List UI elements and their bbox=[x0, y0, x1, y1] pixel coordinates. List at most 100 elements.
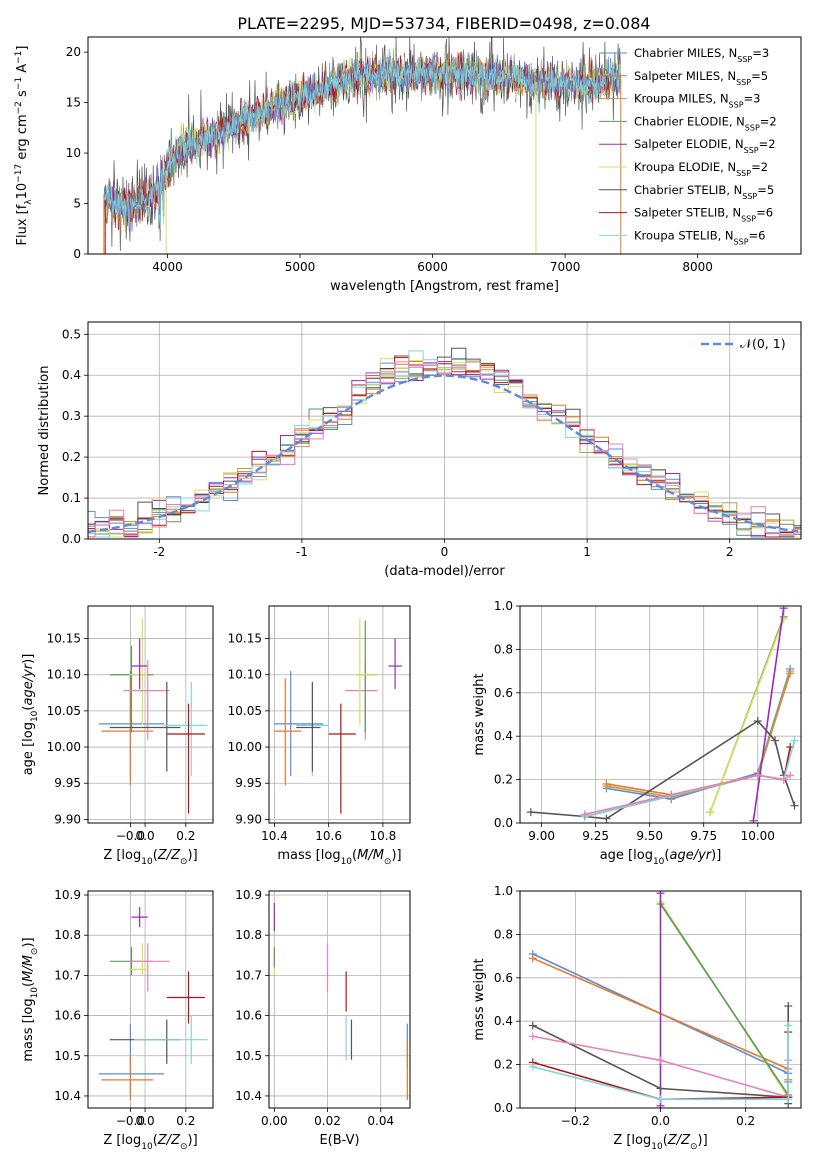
x-tick-label: 9.00 bbox=[528, 829, 555, 843]
x-tick-label: 0.0 bbox=[136, 829, 155, 843]
x-tick-label: −0.0 bbox=[116, 1114, 145, 1128]
y-axis-label: mass [log10(M/M⊙)] bbox=[21, 937, 40, 1061]
y-tick-label: 10.15 bbox=[47, 632, 81, 646]
y-tick-label: 0.2 bbox=[494, 1058, 513, 1072]
error-bar-point bbox=[128, 943, 148, 976]
figure-title: PLATE=2295, MJD=53734, FIBERID=0498, z=0… bbox=[237, 14, 650, 33]
x-tick-label: 10.4 bbox=[261, 829, 288, 843]
x-tick-label: 10.6 bbox=[315, 829, 342, 843]
massweight_vs_age-frame bbox=[519, 605, 802, 824]
y-tick-label: 0.8 bbox=[494, 642, 513, 656]
spectrum-series-kroupa-stelib bbox=[103, 51, 622, 231]
error-bar-point bbox=[166, 971, 205, 1024]
x-tick-label: 4000 bbox=[152, 260, 183, 274]
error-bar-point bbox=[328, 703, 356, 814]
x-tick-label: 8000 bbox=[682, 260, 713, 274]
legend-label: Kroupa STELIB, NSSP=6 bbox=[634, 228, 765, 246]
x-tick-label: −0.2 bbox=[561, 1114, 590, 1128]
error-bar-point bbox=[274, 678, 302, 786]
mass_vs_Z-plot-area bbox=[98, 907, 208, 1100]
error-bar-point bbox=[101, 678, 154, 786]
x-tick-label: 9.50 bbox=[636, 829, 663, 843]
age_vs_Z-plot-area bbox=[98, 618, 208, 814]
x-tick-label: 5000 bbox=[285, 260, 316, 274]
y-tick-label: 10.10 bbox=[47, 668, 81, 682]
y-axis-label: age [log10(age/yr)] bbox=[21, 654, 40, 776]
y-tick-label: 0.4 bbox=[62, 368, 81, 382]
y-tick-label: 10.5 bbox=[54, 1049, 81, 1063]
y-tick-label: 10 bbox=[66, 146, 81, 160]
spectrum-axes: 4000 5000 6000 7000 8000 0 5 10 15 20 wavelength [… bbox=[14, 36, 802, 294]
y-tick-label: 10.8 bbox=[54, 928, 81, 942]
legend-label: Chabrier ELODIE, NSSP=2 bbox=[634, 114, 777, 131]
y-tick-label: 10.5 bbox=[235, 1049, 262, 1063]
age_vs_Z-axes: −0.00.0 0.2 9.90 9.95 10.00 10.05 10.10 10.15 Z … bbox=[21, 605, 214, 867]
y-axis-label: Normed distribution bbox=[37, 366, 52, 496]
massweight_vs_Z-axes: −0.2 0.0 0.2 0.0 0.2 0.4 0.6 0.8 1.0 Z [log10(Z/Z… bbox=[472, 884, 802, 1152]
legend-label: Chabrier STELIB, NSSP=5 bbox=[634, 183, 774, 201]
x-tick-label: 10.8 bbox=[370, 829, 397, 843]
y-tick-label: 10.10 bbox=[228, 668, 262, 682]
x-axis-label: Z [log10(Z/Z⊙)] bbox=[613, 1133, 707, 1152]
y-tick-label: 0.5 bbox=[62, 327, 81, 341]
x-tick-label: 0.0 bbox=[136, 1114, 155, 1128]
y-tick-label: 10.05 bbox=[228, 704, 262, 718]
legend-label: Salpeter ELODIE, NSSP=2 bbox=[634, 137, 776, 155]
error-bar-point bbox=[166, 703, 205, 814]
legend-label: Salpeter MILES, NSSP=5 bbox=[634, 69, 768, 87]
x-tick-label: 10.00 bbox=[741, 829, 775, 843]
y-tick-label: 10.05 bbox=[47, 704, 81, 718]
y-tick-label: 0.6 bbox=[494, 686, 513, 700]
y-axis-label: Flux [fλ10−17 erg cm−2 s−1 A−1] bbox=[14, 46, 34, 246]
mass-weight-series bbox=[749, 606, 788, 823]
x-tick-label: 0.02 bbox=[314, 1114, 341, 1128]
x-tick-label: 7000 bbox=[550, 260, 581, 274]
mass_vs_Z-axes: −0.00.0 0.2 10.4 10.5 10.6 10.7 10.8 10.9 Z [log… bbox=[21, 888, 214, 1152]
y-tick-label: 9.95 bbox=[54, 776, 81, 790]
y-tick-label: 10.7 bbox=[54, 968, 81, 982]
spectrum-plot-area bbox=[103, 37, 622, 254]
mass_vs_EBV-axes: 0.00 0.02 0.04 10.4 10.5 10.6 10.7 10.8 10.9 E(B-… bbox=[235, 888, 411, 1148]
mass-weight-series bbox=[580, 771, 795, 819]
error-bar-point bbox=[134, 1015, 208, 1064]
mass_vs_EBV-plot-area bbox=[273, 903, 408, 1100]
spectrum-legend: Chabrier MILES, NSSP=3 Salpeter MILES, NS… bbox=[599, 46, 777, 246]
y-tick-label: 0.0 bbox=[494, 1101, 513, 1115]
y-tick-label: 10.9 bbox=[235, 888, 262, 902]
residuals-plot-area bbox=[88, 347, 801, 538]
error-bar-point bbox=[101, 1055, 154, 1100]
x-tick-label: 9.25 bbox=[582, 829, 609, 843]
legend-label: 𝒩(0, 1) bbox=[740, 336, 786, 351]
error-bar-point bbox=[131, 638, 148, 690]
x-tick-label: 0.04 bbox=[367, 1114, 394, 1128]
x-tick-label: −0.0 bbox=[116, 829, 145, 843]
x-axis-label: mass [log10(M/M⊙)] bbox=[277, 848, 401, 867]
x-tick-label: 1 bbox=[583, 545, 591, 559]
legend-label: Kroupa MILES, NSSP=3 bbox=[634, 92, 760, 110]
mass_vs_EBV-frame bbox=[268, 890, 411, 1109]
spectrum-frame bbox=[87, 36, 802, 255]
y-tick-label: 10.8 bbox=[235, 928, 262, 942]
y-tick-label: 5 bbox=[73, 197, 81, 211]
x-tick-label: 2 bbox=[726, 545, 734, 559]
x-tick-label: 0.2 bbox=[176, 829, 195, 843]
y-tick-label: 0.0 bbox=[62, 532, 81, 546]
x-tick-label: 0.00 bbox=[261, 1114, 288, 1128]
y-tick-label: 0.2 bbox=[62, 450, 81, 464]
massweight_vs_Z-plot-area bbox=[528, 891, 793, 1108]
x-tick-label: 6000 bbox=[417, 260, 448, 274]
x-tick-label: 9.75 bbox=[690, 829, 717, 843]
error-bar-point bbox=[344, 660, 378, 740]
x-axis-label: wavelength [Angstrom, rest frame] bbox=[330, 279, 559, 294]
y-tick-label: 10.00 bbox=[47, 740, 81, 754]
residuals-axes: -2 -1 0 1 2 0.0 0.1 0.2 0.3 0.4 0.5 (data-model)/er… bbox=[37, 321, 802, 579]
y-tick-label: 0.1 bbox=[62, 491, 81, 505]
y-tick-label: 10.7 bbox=[235, 968, 262, 982]
normal-curve bbox=[88, 374, 799, 533]
x-axis-label: E(B-V) bbox=[319, 1133, 359, 1148]
y-tick-label: 10.4 bbox=[235, 1089, 262, 1103]
y-tick-label: 10.6 bbox=[54, 1009, 81, 1023]
y-tick-label: 9.90 bbox=[54, 812, 81, 826]
y-tick-label: 15 bbox=[66, 96, 81, 110]
age_vs_Z-frame bbox=[87, 605, 214, 824]
